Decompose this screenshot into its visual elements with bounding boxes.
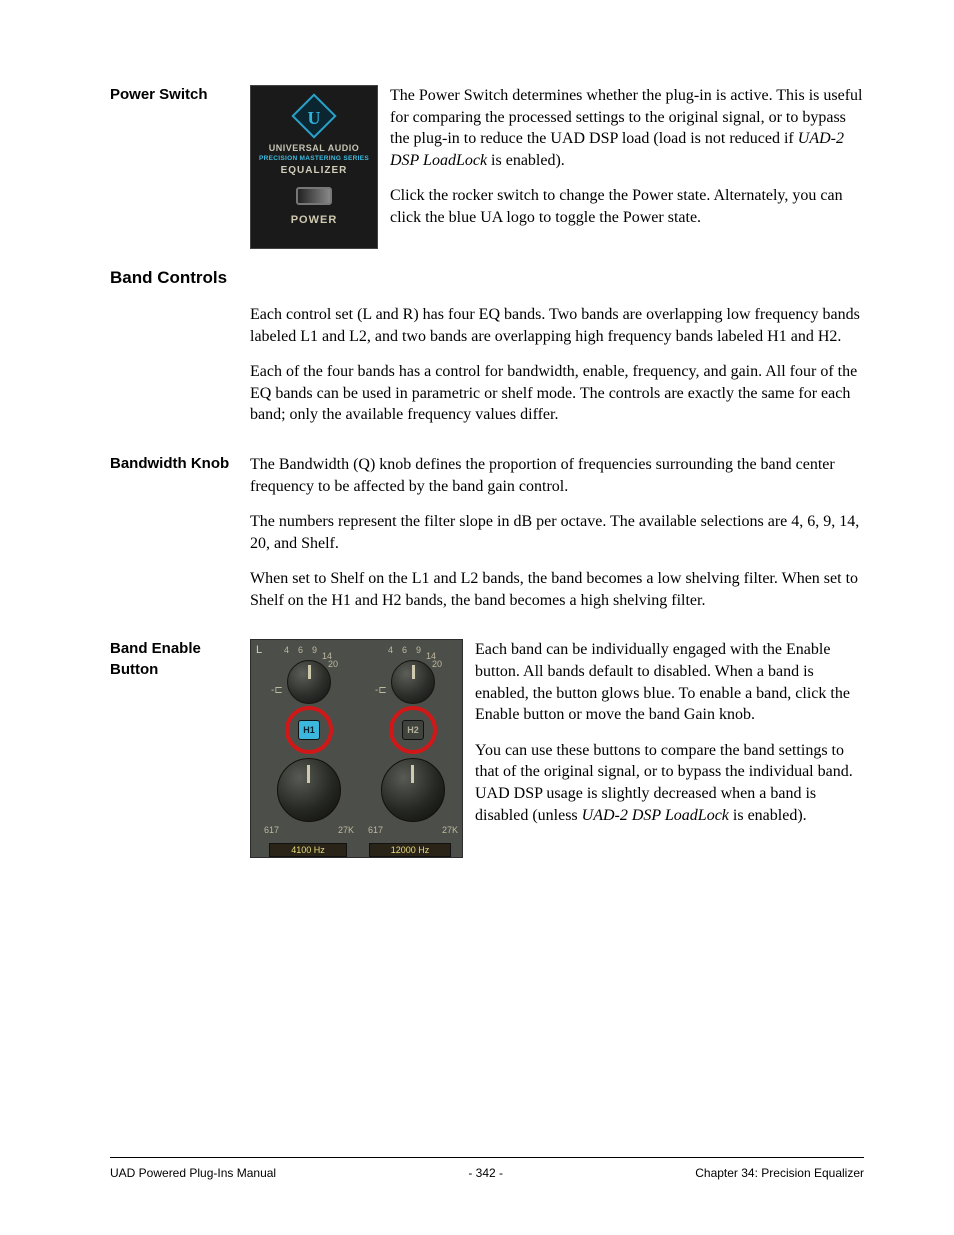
q-marks-h2: 4 6 9 14 20	[368, 644, 458, 658]
band-col-h2: 4 6 9 14 20 -⊏ H2	[363, 644, 463, 836]
enable-highlight-h1: H1	[285, 706, 333, 754]
freq-display-h2: 12000 Hz	[369, 843, 451, 857]
bandwidth-section: Bandwidth Knob The Bandwidth (Q) knob de…	[110, 454, 864, 626]
bw-knob-h2-icon	[391, 660, 435, 704]
page-content: Power Switch U UNIVERSAL AUDIO PRECISION…	[110, 85, 864, 858]
footer-center: - 342 -	[468, 1166, 503, 1180]
band-intro-p1: Each control set (L and R) has four EQ b…	[250, 304, 864, 347]
band-col-h1: 4 6 9 14 20 -⊏ H1	[259, 644, 359, 836]
brand-line2: PRECISION MASTERING SERIES	[259, 155, 369, 164]
page-footer: UAD Powered Plug-Ins Manual - 342 - Chap…	[110, 1157, 864, 1180]
bw-p1: The Bandwidth (Q) knob defines the propo…	[250, 454, 864, 497]
freq-knob-h1-icon	[277, 758, 341, 822]
freq-knob-h2-icon	[381, 758, 445, 822]
bandwidth-label: Bandwidth Knob	[110, 454, 250, 626]
band-controls-heading: Band Controls	[110, 267, 864, 290]
footer-left: UAD Powered Plug-Ins Manual	[110, 1166, 276, 1180]
ua-logo-icon: U	[290, 94, 338, 138]
brand-line3: EQUALIZER	[281, 164, 348, 178]
shelf-icon: -⊏	[271, 684, 283, 698]
power-box: U UNIVERSAL AUDIO PRECISION MASTERING SE…	[250, 85, 378, 249]
footer-right: Chapter 34: Precision Equalizer	[695, 1166, 864, 1180]
band-box: L 4 6 9 14 20 -⊏	[250, 639, 463, 858]
power-label: POWER	[291, 213, 338, 228]
brand-line1: UNIVERSAL AUDIO	[269, 142, 360, 154]
shelf-icon: -⊏	[375, 684, 387, 698]
freq-display-h1: 4100 Hz	[269, 843, 347, 857]
enable-button-h1: H1	[298, 720, 320, 740]
enable-button-h2: H2	[402, 720, 424, 740]
power-switch-section: Power Switch U UNIVERSAL AUDIO PRECISION…	[110, 85, 864, 249]
bw-knob-h1-icon	[287, 660, 331, 704]
enable-highlight-h2: H2	[389, 706, 437, 754]
band-enable-section: Band Enable Button L 4 6 9 14 20	[110, 639, 864, 858]
band-enable-graphic: L 4 6 9 14 20 -⊏	[250, 639, 463, 858]
band-intro-p2: Each of the four bands has a control for…	[250, 361, 864, 426]
power-switch-body: U UNIVERSAL AUDIO PRECISION MASTERING SE…	[250, 85, 864, 249]
power-switch-label: Power Switch	[110, 85, 250, 249]
power-switch-graphic: U UNIVERSAL AUDIO PRECISION MASTERING SE…	[250, 85, 378, 249]
q-marks-h1: 4 6 9 14 20	[264, 644, 354, 658]
band-intro-section: Each control set (L and R) has four EQ b…	[110, 304, 864, 440]
band-enable-label: Band Enable Button	[110, 639, 250, 858]
rocker-switch-icon	[296, 187, 332, 205]
footer-rule	[110, 1157, 864, 1158]
bw-p3: When set to Shelf on the L1 and L2 bands…	[250, 568, 864, 611]
bw-p2: The numbers represent the filter slope i…	[250, 511, 864, 554]
